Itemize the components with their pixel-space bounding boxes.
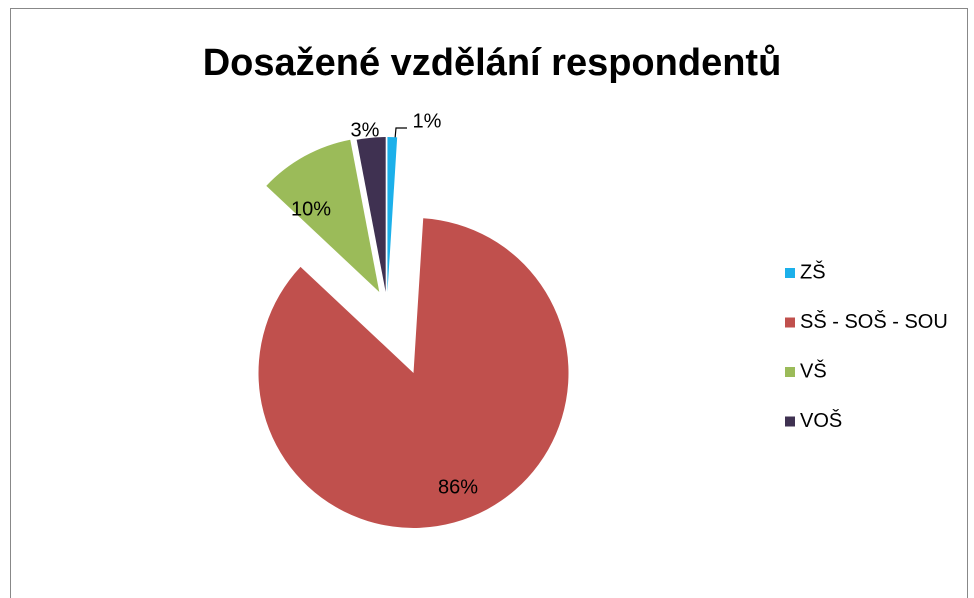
data-label: 86%: [438, 476, 478, 498]
legend-label: SŠ - SOŠ - SOU: [800, 310, 948, 333]
data-label: 1%: [413, 110, 442, 132]
legend-swatch: [785, 317, 795, 328]
pie-slice: [258, 218, 569, 528]
data-label: 3%: [351, 119, 380, 141]
legend-swatch: [785, 268, 795, 278]
legend-label: VOŠ: [800, 409, 842, 432]
legend-label: VŠ: [800, 359, 827, 382]
legend-swatch: [785, 367, 795, 377]
legend-swatch: [785, 416, 795, 427]
data-label: 10%: [291, 198, 331, 220]
pie-slice: [387, 137, 398, 293]
legend-label: ZŠ: [800, 260, 826, 283]
chart-title: Dosažené vzdělání respondentů: [203, 42, 782, 84]
pie-slice: [356, 137, 386, 293]
pie-slice: [266, 139, 380, 292]
